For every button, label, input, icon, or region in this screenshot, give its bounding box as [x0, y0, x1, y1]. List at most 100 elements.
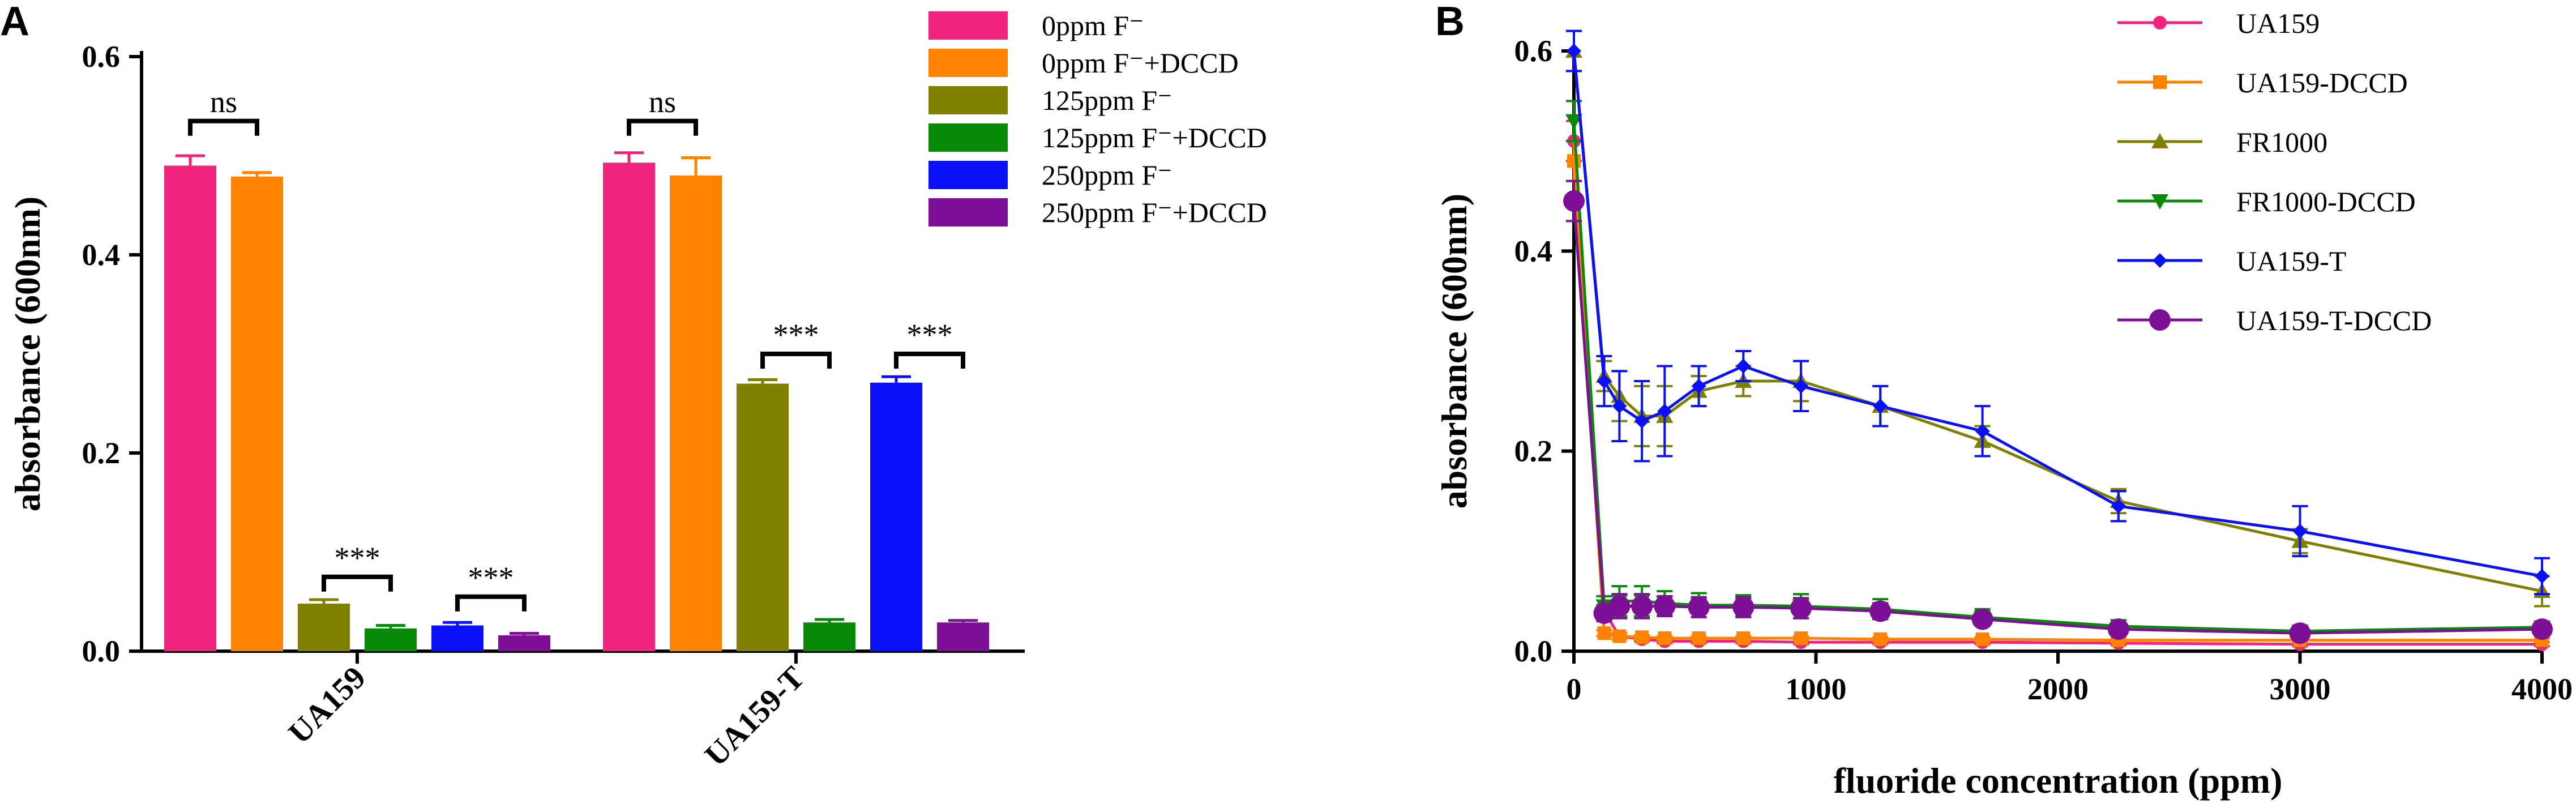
point-ua159-t: [1691, 378, 1706, 394]
chart-a: 0.0 0.2 0.4 0.6 absorbance (600nm) UA159 UA159…: [7, 10, 1267, 773]
point-ua159-t: [1567, 44, 1581, 58]
point-ua159-dccd: [1692, 631, 1706, 646]
chart-b-y-tick-label: 0.0: [1514, 634, 1553, 668]
chart-b-x-tick-label: 1000: [1786, 672, 1847, 706]
point-ua159-dccd: [1736, 631, 1751, 646]
point-ua159-dccd: [1567, 154, 1581, 168]
point-ua159-t-dccd: [1971, 608, 1993, 630]
bar-ua159-4: [431, 625, 483, 651]
point-ua159-dccd: [1873, 632, 1888, 646]
chart-b-y-tick-label: 0.4: [1514, 234, 1553, 268]
point-ua159-dccd: [1612, 629, 1627, 643]
point-ua159-t-dccd: [1563, 190, 1585, 212]
bar-ua159-t-1: [670, 176, 722, 651]
significance-bracket: [188, 118, 259, 136]
chart-a-y-tick-label: 0.0: [82, 634, 121, 668]
point-ua159-t: [1793, 378, 1808, 394]
chart-b: 0.0 0.2 0.4 0.6 0 1000 2000 3000 4000 absorbance …: [1434, 7, 2573, 801]
point-ua159-t: [1873, 399, 1888, 414]
point-ua159-t: [2292, 524, 2308, 539]
legend-a-label: 250ppm F⁻+DCCD: [1042, 196, 1267, 228]
legend-b-label: UA159-T-DCCD: [2236, 305, 2432, 336]
line-ua159-dccd: [1572, 161, 2542, 642]
point-fr1000-dccd: [1565, 114, 1582, 130]
chart-a-y-tick-label: 0.6: [82, 40, 121, 74]
panel-b-letter: B: [1435, 0, 1465, 44]
legend-b-marker-ua159-dccd: [2153, 75, 2167, 89]
bar-ua159-t-3: [803, 622, 855, 651]
chart-b-x-tick-label: 3000: [2270, 672, 2331, 706]
legend-b-marker-fr1000-dccd: [2151, 194, 2168, 210]
point-ua159-t: [1736, 358, 1751, 374]
legend-a-label: 125ppm F⁻: [1042, 84, 1173, 116]
panel-a-letter: A: [0, 0, 29, 44]
chart-a-y-tick-label: 0.4: [82, 238, 121, 272]
point-ua159-t-dccd: [1688, 596, 1710, 618]
point-ua159-t: [1657, 404, 1672, 418]
legend-b-marker-ua159-t: [2153, 253, 2167, 268]
significance-bracket: [627, 118, 698, 136]
significance-bracket: [322, 574, 393, 592]
chart-b-y-axis-title: absorbance (600nm): [1434, 194, 1474, 508]
bar-ua159-t-5: [937, 622, 989, 651]
legend-b-label: UA159-DCCD: [2236, 67, 2408, 99]
chart-a-category-label: UA159-T: [698, 660, 811, 773]
legend-b-label: UA159: [2236, 7, 2320, 39]
point-ua159-t: [2111, 498, 2126, 514]
point-ua159-dccd: [1635, 630, 1649, 644]
point-ua159-dccd: [1794, 631, 1808, 646]
legend-a-label: 250ppm F⁻: [1042, 159, 1173, 191]
legend-b-marker-fr1000: [2151, 133, 2168, 148]
point-ua159-t: [1975, 424, 1990, 439]
significance-label: ns: [649, 85, 676, 119]
chart-b-x-tick-label: 4000: [2511, 672, 2573, 706]
legend-b-marker-ua159: [2153, 16, 2167, 29]
bar-ua159-3: [365, 628, 417, 651]
legend-b-label: UA159-T: [2236, 245, 2346, 277]
point-ua159-t: [1634, 413, 1650, 429]
legend-a-label: 0ppm F⁻+DCCD: [1042, 47, 1239, 79]
chart-a-category-label: UA159: [282, 660, 373, 750]
legend-a-swatch: [928, 49, 1008, 77]
bar-ua159-5: [498, 635, 550, 651]
legend-a-swatch: [928, 161, 1008, 189]
significance-label: ***: [335, 541, 380, 575]
legend-b-label: FR1000: [2236, 126, 2327, 158]
significance-label: ns: [210, 85, 237, 119]
bar-ua159-2: [298, 604, 350, 651]
legend-a-swatch: [928, 11, 1008, 40]
significance-bracket: [760, 352, 832, 369]
significance-bracket: [455, 594, 527, 612]
significance-bracket: [894, 352, 965, 369]
bar-ua159-t-4: [870, 382, 922, 651]
line-ua159-t-dccd: [1572, 200, 2543, 635]
point-ua159-t: [1597, 374, 1612, 388]
point-ua159-t-dccd: [1654, 595, 1676, 617]
point-ua159-t-dccd: [1732, 596, 1755, 618]
chart-b-x-tick-label: 0: [1567, 672, 1582, 706]
legend-a-swatch: [928, 86, 1008, 114]
chart-b-y-tick-label: 0.2: [1514, 434, 1553, 468]
chart-b-x-axis-title: fluoride concentration (ppm): [1834, 760, 2283, 801]
point-ua159-t-dccd: [2289, 622, 2311, 644]
chart-a-y-axis-title: absorbance (600nm): [7, 196, 48, 511]
chart-b-x-tick-label: 2000: [2027, 672, 2089, 706]
point-ua159-dccd: [1975, 632, 1989, 646]
significance-label: ***: [468, 561, 514, 595]
legend-a-swatch: [928, 123, 1008, 152]
bar-ua159-0: [164, 165, 216, 651]
point-ua159-dccd: [1597, 626, 1611, 640]
legend-a-label: 125ppm F⁻+DCCD: [1042, 122, 1267, 153]
point-ua159-t-dccd: [2107, 618, 2129, 640]
bar-ua159-1: [231, 176, 283, 651]
point-ua159-t: [2535, 569, 2549, 584]
point-ua159-t-dccd: [1869, 600, 1892, 622]
legend-b-label: FR1000-DCCD: [2236, 186, 2416, 217]
legend-a-swatch: [928, 198, 1008, 226]
significance-label: ***: [773, 318, 819, 352]
point-ua159-t-dccd: [2531, 618, 2553, 640]
bar-ua159-t-2: [737, 383, 789, 651]
point-ua159-dccd: [1658, 631, 1672, 646]
chart-b-y-tick-label: 0.6: [1514, 34, 1553, 68]
